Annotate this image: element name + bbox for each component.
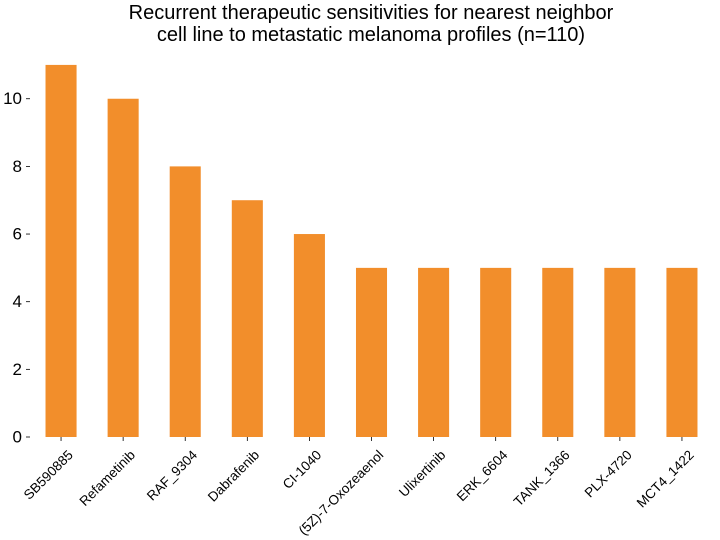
bar-TANK_1366: [542, 267, 574, 437]
chart-title: Recurrent therapeutic sensitivities for …: [129, 2, 614, 46]
x-tick-label: PLX-4720: [582, 447, 635, 500]
y-tick-label: 10: [3, 89, 22, 108]
x-tick-label: SB590885: [21, 447, 76, 502]
y-tick-label: 0: [13, 428, 22, 447]
x-tick-label: TANK_1366: [511, 447, 573, 509]
x-tick-label: Refametinib: [76, 447, 138, 509]
bar-MCT4_1422: [666, 267, 698, 437]
bar-Ulixertinib: [418, 267, 450, 437]
bar-Refametinib: [107, 98, 139, 438]
y-tick-label: 8: [13, 157, 22, 176]
x-axis: SB590885 Refametinib RAF_9304 Dabrafenib CI-…: [21, 437, 697, 538]
bars: [45, 64, 698, 438]
x-tick-label: Dabrafenib: [205, 447, 262, 504]
bar-RAF_9304: [169, 166, 201, 437]
bar-Dabrafenib: [231, 200, 263, 437]
x-tick-label: Ulixertinib: [396, 447, 449, 500]
y-axis: 0 2 4 6 8 10: [3, 89, 30, 447]
y-tick-label: 2: [13, 360, 22, 379]
chart-title-line-1: Recurrent therapeutic sensitivities for …: [129, 2, 614, 24]
bar-CI-1040: [293, 234, 325, 437]
x-tick-label: RAF_9304: [144, 447, 201, 504]
x-tick-label: MCT4_1422: [634, 447, 697, 510]
x-tick-label: CI-1040: [280, 447, 325, 492]
bar-SB590885: [45, 64, 77, 437]
y-tick-label: 6: [13, 225, 22, 244]
chart-title-line-2: cell line to metastatic melanoma profile…: [157, 24, 585, 46]
bar-ERK_6604: [480, 267, 512, 437]
bar-(5Z)-7-Oxozeaenol: [355, 267, 388, 437]
x-tick-label: ERK_6604: [454, 447, 511, 504]
y-tick-label: 4: [13, 292, 22, 311]
bar-PLX-4720: [604, 267, 636, 437]
